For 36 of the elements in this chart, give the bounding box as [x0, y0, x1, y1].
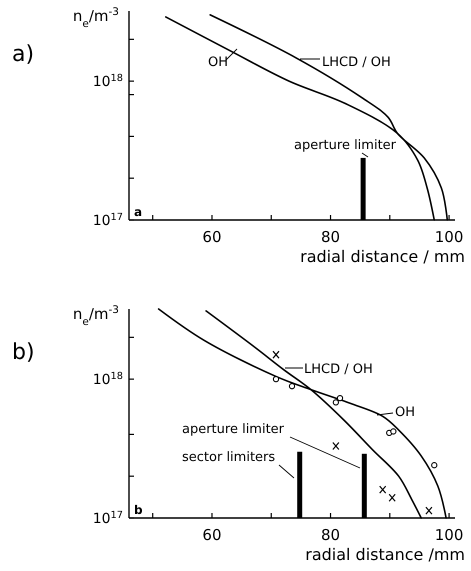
y-tick-label: 10$^{17}$	[92, 212, 123, 229]
point	[390, 428, 397, 435]
x-tick-label: 100	[434, 228, 464, 246]
y-axis-title: n$_{e}$/m$^{-3}$	[72, 304, 119, 328]
point	[431, 462, 438, 468]
legend-label: LHCD / OH	[304, 362, 373, 377]
x-tick-label: 80	[320, 526, 340, 544]
text: b)	[12, 340, 35, 365]
point	[272, 376, 280, 382]
point	[288, 383, 296, 390]
point	[336, 394, 344, 402]
legend-label: OH	[395, 405, 416, 420]
point	[332, 442, 340, 450]
x-tick-label: 60	[202, 228, 222, 246]
point	[379, 486, 386, 494]
series-label: aperture limiter	[294, 138, 397, 153]
y-axis-title: n$_{e}$/m$^{-3}$	[72, 6, 119, 30]
text: a)	[12, 42, 34, 67]
y-tick-label: 10$^{18}$	[92, 370, 123, 388]
annotation: b	[134, 503, 143, 517]
text: aperture limiter	[182, 422, 285, 437]
annotation: a	[134, 205, 142, 219]
legend-label: OH	[208, 55, 228, 70]
point	[388, 494, 396, 502]
x-tick-label: 60	[202, 526, 222, 544]
legend-label: LHCD / OH	[322, 55, 391, 70]
x-axis-title: radial distance /mm	[305, 545, 465, 564]
point	[332, 399, 340, 406]
x-tick-label: 100	[434, 526, 464, 544]
point	[272, 350, 280, 359]
y-tick-label: 10$^{17}$	[92, 510, 123, 527]
x-axis-title: radial distance / mm	[300, 247, 465, 266]
x-tick-label: 80	[320, 228, 340, 246]
point	[425, 506, 433, 515]
series-label: sector limiters	[182, 450, 276, 465]
y-tick-label: 10$^{18}$	[92, 72, 123, 90]
